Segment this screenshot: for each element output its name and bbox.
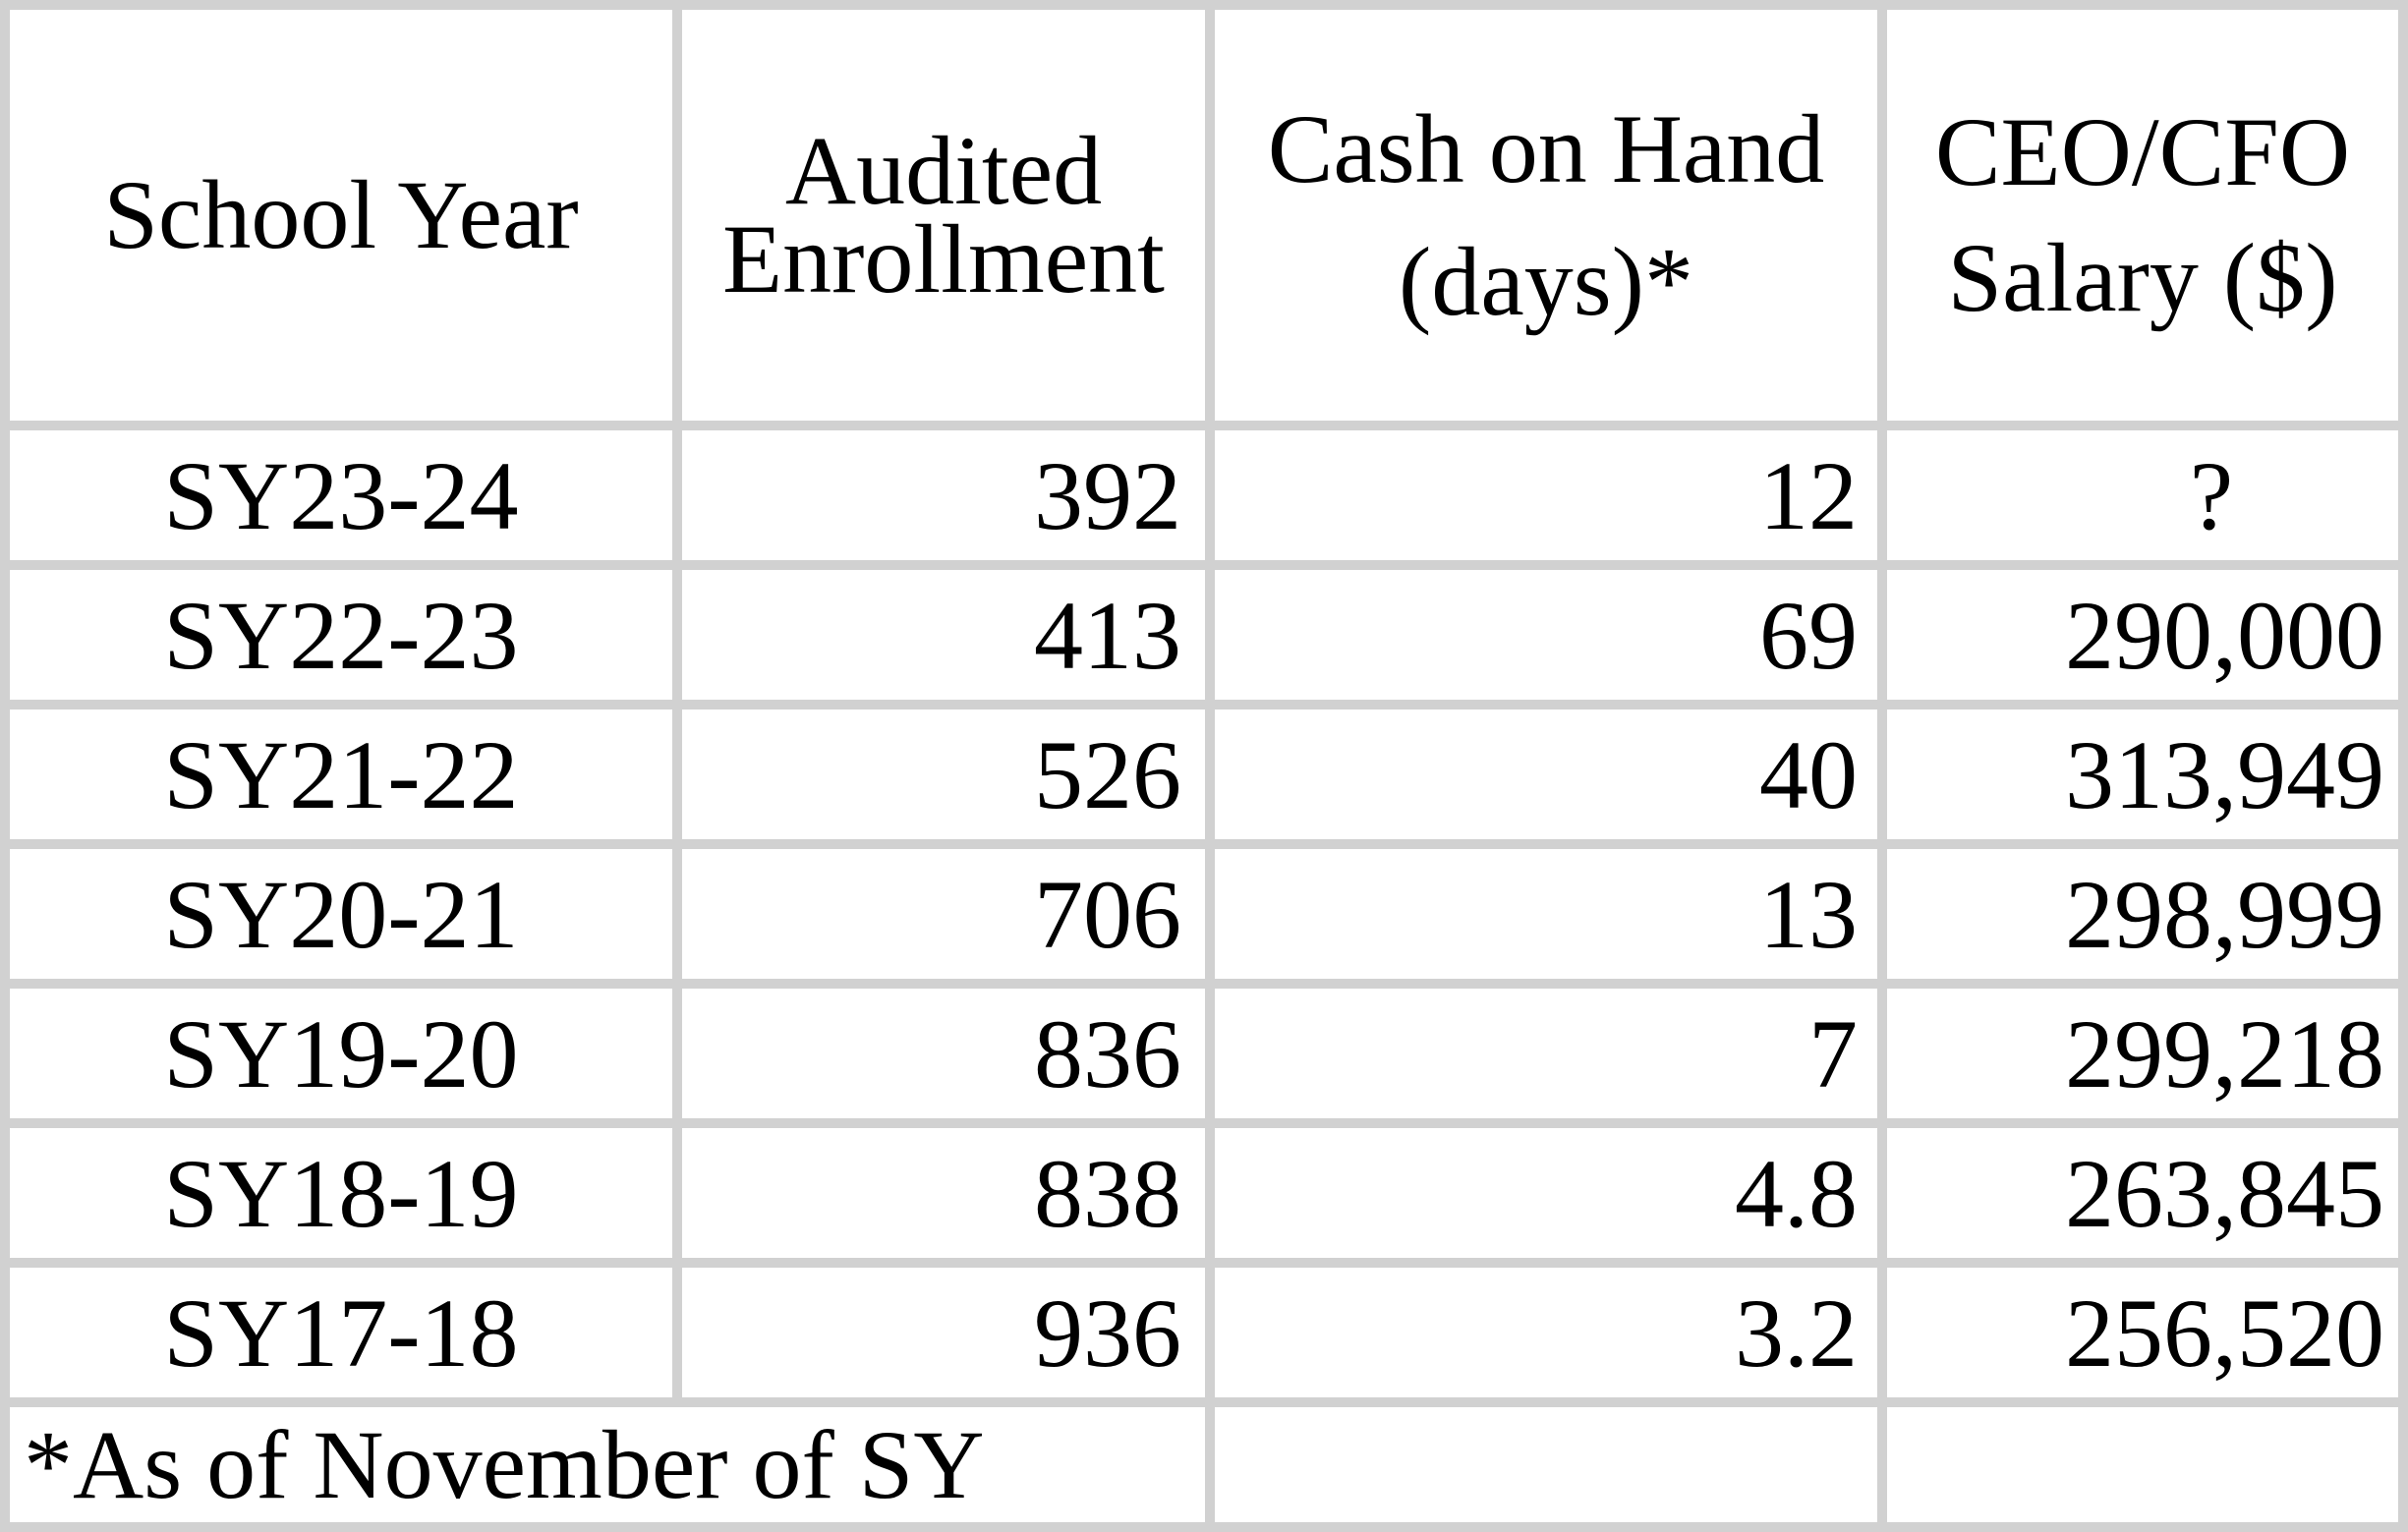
cell-school-year: SY17-18 [10, 1268, 672, 1397]
table-row: SY17-18 936 3.2 256,520 [10, 1268, 2398, 1397]
table-row: SY20-21 706 13 298,999 [10, 849, 2398, 979]
empty-cell [1887, 1407, 2398, 1522]
table-row: SY19-20 836 7 299,218 [10, 989, 2398, 1118]
header-label: School Year [103, 160, 579, 269]
header-label-line1: Cash on Hand [1267, 93, 1825, 203]
cell-salary: 256,520 [1887, 1268, 2398, 1397]
cell-enrollment: 526 [682, 709, 1205, 839]
table-row: SY23-24 392 12 ? [10, 430, 2398, 560]
column-header-cash-on-hand: Cash on Hand (days)* [1215, 10, 1877, 421]
cell-school-year: SY21-22 [10, 709, 672, 839]
cell-school-year: SY20-21 [10, 849, 672, 979]
column-header-school-year: School Year [10, 10, 672, 421]
cell-school-year: SY22-23 [10, 570, 672, 700]
cell-salary: 290,000 [1887, 570, 2398, 700]
footnote: *As of November of SY [10, 1407, 1205, 1522]
footnote-row: *As of November of SY [10, 1407, 2398, 1522]
header-label-line2: Enrollment [722, 204, 1165, 313]
cell-cash-days: 3.2 [1215, 1268, 1877, 1397]
cell-cash-days: 4.8 [1215, 1128, 1877, 1258]
table-row: SY18-19 838 4.8 263,845 [10, 1128, 2398, 1258]
cell-cash-days: 69 [1215, 570, 1877, 700]
cell-enrollment: 413 [682, 570, 1205, 700]
column-header-audited-enrollment: Audited Enrollment [682, 10, 1205, 421]
cell-cash-days: 40 [1215, 709, 1877, 839]
header-label-line2: (days)* [1399, 226, 1693, 336]
column-header-ceo-cfo-salary: CEO/CFO Salary ($) [1887, 10, 2398, 421]
header-label-line2: Salary ($) [1947, 223, 2338, 332]
cell-enrollment: 392 [682, 430, 1205, 560]
cell-salary: 313,949 [1887, 709, 2398, 839]
cell-enrollment: 836 [682, 989, 1205, 1118]
cell-enrollment: 706 [682, 849, 1205, 979]
cell-cash-days: 12 [1215, 430, 1877, 560]
cell-enrollment: 838 [682, 1128, 1205, 1258]
cell-school-year: SY18-19 [10, 1128, 672, 1258]
cell-enrollment: 936 [682, 1268, 1205, 1397]
cell-salary: ? [1887, 430, 2398, 560]
header-row: School Year Audited Enrollment Cash on H… [10, 10, 2398, 421]
cell-school-year: SY23-24 [10, 430, 672, 560]
cell-salary: 298,999 [1887, 849, 2398, 979]
header-label-line1: Audited [784, 116, 1103, 225]
cell-cash-days: 13 [1215, 849, 1877, 979]
table-row: SY22-23 413 69 290,000 [10, 570, 2398, 700]
empty-cell [1215, 1407, 1877, 1522]
cell-salary: 299,218 [1887, 989, 2398, 1118]
header-label-line1: CEO/CFO [1934, 97, 2351, 206]
cell-school-year: SY19-20 [10, 989, 672, 1118]
cell-salary: 263,845 [1887, 1128, 2398, 1258]
table-row: SY21-22 526 40 313,949 [10, 709, 2398, 839]
cell-cash-days: 7 [1215, 989, 1877, 1118]
